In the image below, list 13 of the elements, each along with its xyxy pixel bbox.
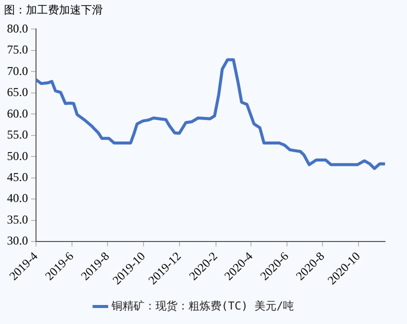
- y-tick-label: 65.0: [7, 85, 28, 100]
- y-tick-label: 30.0: [7, 234, 28, 248]
- y-tick-label: 55.0: [7, 128, 28, 142]
- y-tick-label: 75.0: [7, 42, 28, 57]
- y-tick-label: 70.0: [7, 64, 28, 78]
- chart-title: 图：加工费加速下滑: [4, 3, 103, 16]
- y-tick-label: 45.0: [7, 170, 28, 184]
- y-tick-label: 50.0: [7, 148, 28, 163]
- legend-label: 铜精矿：现货：粗炼费(TC) 美元/吨: [110, 299, 294, 312]
- y-tick-label: 80.0: [7, 21, 28, 36]
- y-tick-label: 35.0: [7, 212, 28, 226]
- y-tick-label: 40.0: [7, 191, 28, 206]
- y-tick-label: 60.0: [7, 106, 28, 120]
